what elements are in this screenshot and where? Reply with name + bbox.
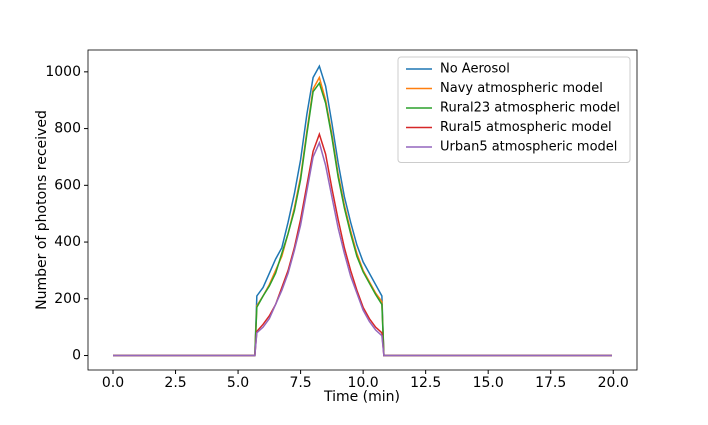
- series-line: [113, 81, 612, 357]
- y-tick-label: 800: [54, 121, 81, 137]
- y-tick-label: 400: [54, 234, 81, 250]
- x-tick-label: 7.5: [289, 375, 311, 391]
- x-tick-label: 10.0: [348, 375, 379, 391]
- y-tick-label: 600: [54, 177, 81, 193]
- x-tick-label: 17.5: [535, 375, 566, 391]
- legend-label: Navy atmospheric model: [440, 81, 603, 96]
- x-tick-label: 12.5: [410, 375, 441, 391]
- x-tick-label: 2.5: [164, 375, 186, 391]
- x-axis-label: Time (min): [323, 389, 400, 405]
- y-tick-label: 0: [72, 348, 81, 364]
- plot-frame: [87, 49, 638, 371]
- y-tick-label: 200: [54, 291, 81, 307]
- x-tick-label: 5.0: [227, 375, 249, 391]
- legend-label: No Aerosol: [440, 62, 510, 77]
- legend-label: Rural23 atmospheric model: [440, 101, 620, 116]
- legend-box: [397, 56, 631, 163]
- legend-label: Urban5 atmospheric model: [440, 140, 617, 155]
- legend-label: Rural5 atmospheric model: [440, 120, 612, 135]
- y-axis-label: Number of photons received: [34, 110, 50, 310]
- series-line: [113, 140, 612, 357]
- series-line: [113, 64, 612, 357]
- x-tick-label: 20.0: [598, 375, 629, 391]
- x-tick-label: 0.0: [102, 375, 124, 391]
- x-tick-label: 15.0: [473, 375, 504, 391]
- series-line: [113, 131, 612, 357]
- legend: No Aerosol Navy atmospheric model Rural23 …: [397, 56, 631, 163]
- y-tick-label: 1000: [45, 64, 81, 80]
